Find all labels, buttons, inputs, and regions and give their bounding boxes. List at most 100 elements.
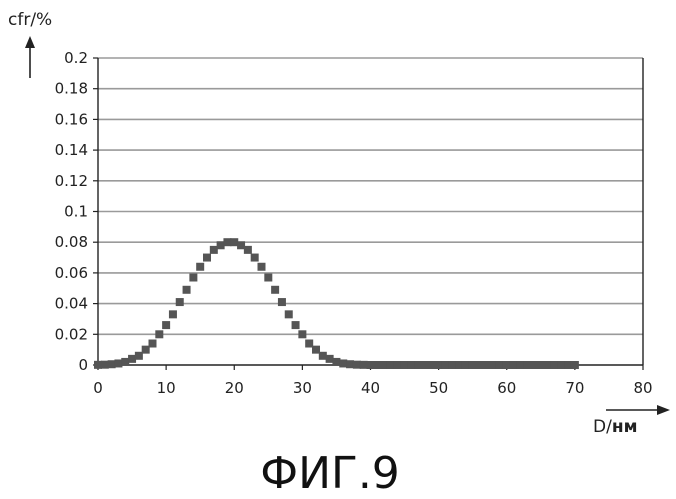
data-point xyxy=(121,358,129,366)
data-point xyxy=(523,361,531,369)
y-tick-label: 0.18 xyxy=(55,80,88,98)
data-point xyxy=(230,238,238,246)
y-tick-label: 0.14 xyxy=(55,141,88,159)
data-point xyxy=(441,361,449,369)
data-point xyxy=(469,361,477,369)
data-point xyxy=(271,286,279,294)
x-tick-label: 80 xyxy=(633,379,652,397)
data-point xyxy=(435,361,443,369)
data-point xyxy=(326,355,334,363)
data-point xyxy=(496,361,504,369)
data-point xyxy=(394,361,402,369)
data-point xyxy=(462,361,470,369)
data-point xyxy=(149,340,157,348)
x-axis-label-prefix: D/ xyxy=(593,417,612,437)
data-point xyxy=(353,361,361,369)
data-point xyxy=(94,361,102,369)
data-point xyxy=(251,254,259,262)
data-point xyxy=(169,310,177,318)
data-point xyxy=(482,361,490,369)
data-point xyxy=(367,361,375,369)
x-tick-label: 60 xyxy=(497,379,516,397)
data-point xyxy=(510,361,518,369)
data-point xyxy=(135,352,143,360)
data-point xyxy=(223,238,231,246)
x-axis-arrow xyxy=(606,405,670,415)
x-tick-label: 10 xyxy=(157,379,176,397)
data-point xyxy=(407,361,415,369)
data-point xyxy=(258,263,266,271)
data-point xyxy=(414,361,422,369)
data-point xyxy=(503,361,511,369)
data-point xyxy=(380,361,388,369)
data-point xyxy=(189,274,197,282)
data-point xyxy=(176,298,184,306)
data-point xyxy=(332,358,340,366)
data-point xyxy=(448,361,456,369)
data-point xyxy=(516,361,524,369)
data-point xyxy=(455,361,463,369)
y-axis-arrow xyxy=(25,36,35,78)
data-point xyxy=(530,361,538,369)
data-point xyxy=(217,241,225,249)
data-point xyxy=(203,254,211,262)
data-point xyxy=(537,361,545,369)
y-tick-label: 0.02 xyxy=(55,325,88,343)
x-tick-label: 0 xyxy=(93,379,103,397)
data-point xyxy=(210,246,218,254)
y-axis-label: cfr/% xyxy=(8,10,52,30)
data-point xyxy=(155,330,163,338)
data-point xyxy=(319,352,327,360)
data-point xyxy=(557,361,565,369)
x-tick-label: 40 xyxy=(361,379,380,397)
data-point xyxy=(108,360,116,368)
data-point xyxy=(142,346,150,354)
data-point xyxy=(285,310,293,318)
data-point xyxy=(476,361,484,369)
data-point xyxy=(264,274,272,282)
grid xyxy=(98,58,643,334)
y-tick-label: 0.16 xyxy=(55,110,88,128)
data-point xyxy=(101,361,109,369)
data-point xyxy=(360,361,368,369)
y-tick-label: 0.2 xyxy=(64,49,88,67)
x-tick-label: 70 xyxy=(565,379,584,397)
data-point xyxy=(298,330,306,338)
data-point xyxy=(544,361,552,369)
data-point xyxy=(305,340,313,348)
data-point xyxy=(489,361,497,369)
data-point xyxy=(401,361,409,369)
data-point xyxy=(387,361,395,369)
data-point xyxy=(346,360,354,368)
data-point xyxy=(571,361,579,369)
data-point xyxy=(428,361,436,369)
y-tick-label: 0.1 xyxy=(64,203,88,221)
y-tick-label: 0.08 xyxy=(55,233,88,251)
y-tick-label: 0.04 xyxy=(55,295,88,313)
x-tick-label: 30 xyxy=(293,379,312,397)
data-point xyxy=(128,355,136,363)
data-point xyxy=(196,263,204,271)
y-tick-label: 0.06 xyxy=(55,264,88,282)
y-tick-label: 0 xyxy=(78,356,88,374)
data-point xyxy=(564,361,572,369)
data-point xyxy=(312,346,320,354)
y-tick-label: 0.12 xyxy=(55,172,88,190)
x-tick-labels: 0 10 20 30 40 50 60 70 80 xyxy=(93,365,652,397)
x-axis-label: D/нм xyxy=(593,417,637,437)
data-point xyxy=(244,246,252,254)
x-tick-label: 50 xyxy=(429,379,448,397)
data-point xyxy=(550,361,558,369)
data-point xyxy=(114,359,122,367)
figure-caption: ФИГ.9 xyxy=(260,448,400,499)
x-tick-label: 20 xyxy=(225,379,244,397)
x-axis-label-unit: нм xyxy=(612,417,638,437)
data-point xyxy=(339,359,347,367)
y-tick-labels: 0 0.02 0.04 0.06 0.08 0.1 0.12 0.14 0.16 0.18 0.2 xyxy=(55,49,98,374)
data-point xyxy=(292,321,300,329)
data-point xyxy=(373,361,381,369)
data-point xyxy=(237,241,245,249)
data-point xyxy=(421,361,429,369)
data-point xyxy=(162,321,170,329)
